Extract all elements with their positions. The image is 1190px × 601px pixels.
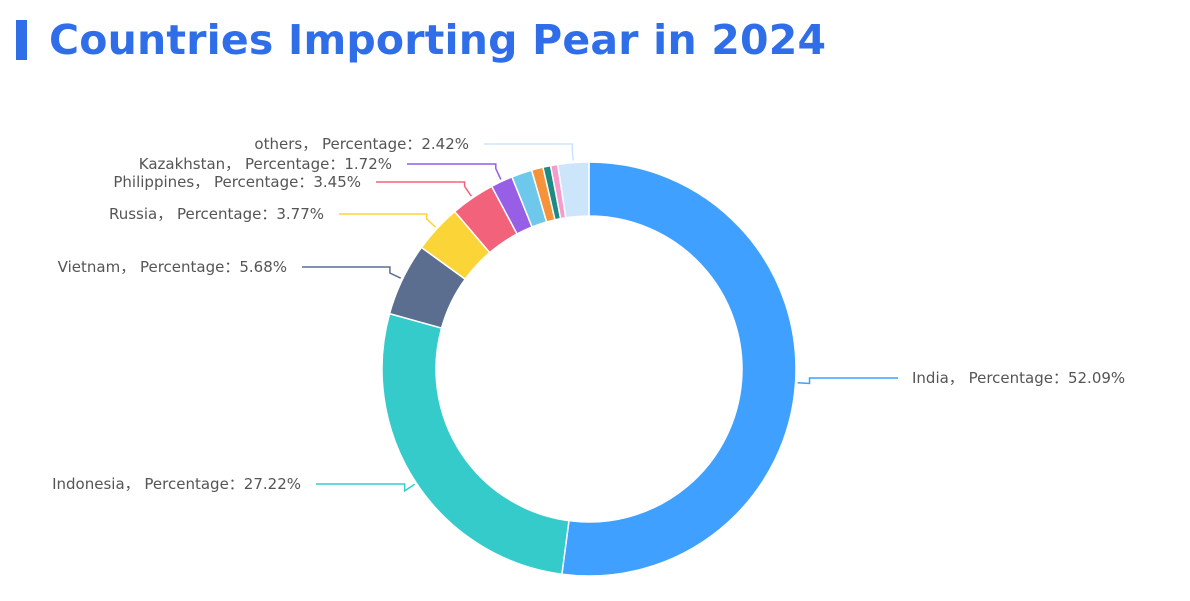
leader-line-philippines: [376, 181, 472, 197]
leader-line-russia: [339, 213, 437, 228]
chart-title-bar: Countries Importing Pear in 2024: [16, 16, 826, 64]
leader-line-vietnam: [302, 266, 402, 279]
slice-label-others: others， Percentage：2.42%: [254, 135, 469, 153]
chart-title: Countries Importing Pear in 2024: [49, 16, 827, 64]
slice-indonesia[interactable]: [381, 312, 570, 576]
slice-label-india: India， Percentage：52.09%: [912, 369, 1125, 387]
slice-label-russia: Russia， Percentage：3.77%: [109, 205, 324, 223]
slice-label-kazakhstan: Kazakhstan， Percentage：1.72%: [139, 155, 392, 173]
title-accent-bar: [16, 20, 27, 60]
leader-line-others: [484, 143, 574, 161]
label-leader-lines: [302, 143, 898, 493]
leader-line-kazakhstan: [407, 163, 502, 180]
leader-line-indonesia: [316, 483, 416, 493]
slice-india[interactable]: [561, 161, 797, 577]
donut-slices: [381, 161, 797, 577]
slice-others[interactable]: [556, 161, 590, 219]
slice-label-vietnam: Vietnam， Percentage：5.68%: [58, 258, 287, 276]
leader-line-india: [797, 377, 898, 385]
slice-labels: India， Percentage：52.09% Indonesia， Perce…: [52, 135, 1125, 493]
slice-label-indonesia: Indonesia， Percentage：27.22%: [52, 475, 301, 493]
slice-label-philippines: Philippines， Percentage：3.45%: [113, 173, 361, 191]
